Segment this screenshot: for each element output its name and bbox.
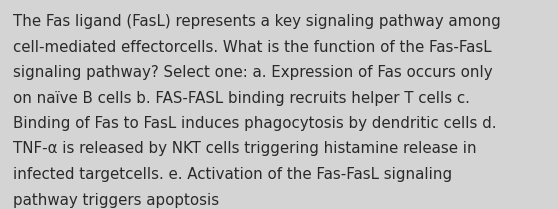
Text: Binding of Fas to FasL induces phagocytosis by dendritic cells d.: Binding of Fas to FasL induces phagocyto… <box>13 116 497 131</box>
Text: infected targetcells. e. Activation of the Fas-FasL signaling: infected targetcells. e. Activation of t… <box>13 167 452 182</box>
Text: on naïve B cells b. FAS-FASL binding recruits helper T cells c.: on naïve B cells b. FAS-FASL binding rec… <box>13 90 470 106</box>
Text: signaling pathway? Select one: a. Expression of Fas occurs only: signaling pathway? Select one: a. Expres… <box>13 65 493 80</box>
Text: The Fas ligand (FasL) represents a key signaling pathway among: The Fas ligand (FasL) represents a key s… <box>13 14 501 29</box>
Text: TNF-α is released by NKT cells triggering histamine release in: TNF-α is released by NKT cells triggerin… <box>13 141 477 157</box>
Text: pathway triggers apoptosis: pathway triggers apoptosis <box>13 192 219 208</box>
Text: cell-mediated effectorcells. What is the function of the Fas-FasL: cell-mediated effectorcells. What is the… <box>13 40 492 55</box>
